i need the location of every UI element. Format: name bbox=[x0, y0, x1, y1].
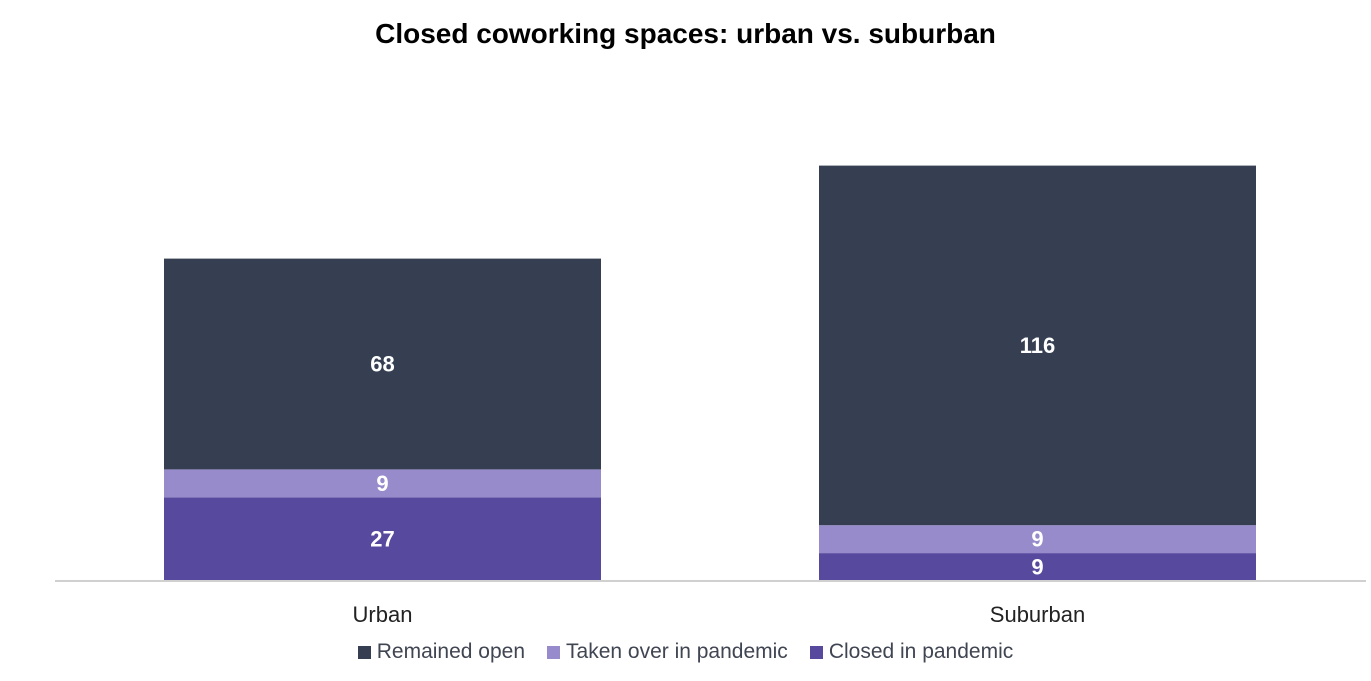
data-label-urban-closed-in-pandemic: 27 bbox=[370, 527, 394, 552]
legend: Remained open Taken over in pandemic Close… bbox=[0, 640, 1371, 664]
data-label-suburban-closed-in-pandemic: 9 bbox=[1031, 555, 1043, 580]
bar-suburban-closed-in-pandemic bbox=[819, 553, 1256, 581]
bar-urban-taken-over-in-pandemic bbox=[164, 469, 601, 498]
data-label-suburban-taken-over-in-pandemic: 9 bbox=[1031, 527, 1043, 552]
legend-swatch bbox=[547, 645, 561, 659]
category-label-urban: Urban bbox=[353, 602, 413, 627]
bar-urban-remained-open bbox=[164, 258, 601, 470]
data-label-suburban-remained-open: 116 bbox=[1020, 333, 1056, 358]
legend-label: Remained open bbox=[376, 640, 526, 663]
legend-item-taken-over-in-pandemic: Taken over in pandemic bbox=[547, 640, 788, 664]
legend-label: Closed in pandemic bbox=[828, 640, 1014, 663]
bar-suburban-taken-over-in-pandemic bbox=[819, 525, 1256, 554]
labels-layer: 27 9 68 9 9 116 bbox=[370, 333, 1055, 580]
bar-suburban-remained-open bbox=[819, 165, 1256, 526]
legend-item-closed-in-pandemic: Closed in pandemic bbox=[809, 640, 1014, 664]
bar-urban-closed-in-pandemic bbox=[164, 497, 601, 581]
legend-swatch bbox=[809, 645, 823, 659]
category-labels: Urban Suburban bbox=[353, 602, 1086, 627]
bars-layer bbox=[164, 165, 1256, 581]
legend-swatch bbox=[357, 645, 371, 659]
legend-item-remained-open: Remained open bbox=[357, 640, 526, 664]
chart-title: Closed coworking spaces: urban vs. subur… bbox=[375, 18, 996, 49]
legend-label: Taken over in pandemic bbox=[566, 640, 788, 663]
category-label-suburban: Suburban bbox=[990, 602, 1085, 627]
data-label-urban-remained-open: 68 bbox=[370, 352, 394, 377]
data-label-urban-taken-over-in-pandemic: 9 bbox=[376, 471, 388, 496]
